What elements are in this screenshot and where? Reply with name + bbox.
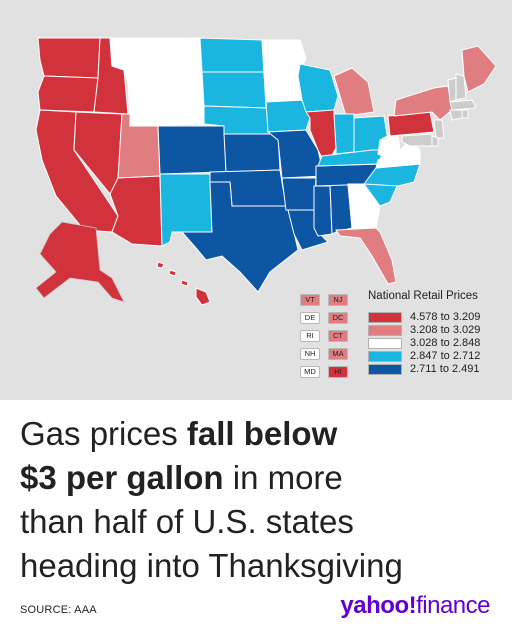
state-CT: [449, 109, 463, 121]
headline-part1: Gas prices: [20, 415, 187, 452]
small-state-box-nh: NH: [300, 348, 320, 360]
state-IN: [333, 113, 355, 155]
state-ND: [199, 37, 265, 73]
legend-item: 2.711 to 2.491: [366, 363, 506, 376]
state-AR: [281, 177, 317, 211]
state-AK: [35, 221, 125, 303]
state-NJ: [433, 119, 445, 139]
small-state-box-ct: CT: [328, 330, 348, 342]
legend-swatch: [368, 364, 402, 375]
state-MD: [401, 133, 433, 147]
small-state-box-ri: RI: [300, 330, 320, 342]
state-AZ: [109, 175, 163, 247]
state-TX: [180, 181, 299, 293]
state-OR: [37, 75, 99, 113]
state-NH: [455, 73, 467, 101]
legend-item: 4.578 to 3.209: [366, 311, 506, 324]
state-DE: [431, 135, 439, 147]
yahoo-finance-logo: yahoo!finance: [340, 592, 490, 619]
legend-label: 2.847 to 2.712: [410, 350, 481, 362]
state-HI: [156, 261, 211, 306]
state-MA: [449, 99, 477, 111]
legend-swatch: [368, 351, 402, 362]
headline-bold2: $3 per gallon: [20, 459, 224, 496]
state-FL: [335, 227, 397, 285]
legend-label: 2.711 to 2.491: [410, 363, 480, 375]
state-NY: [393, 85, 453, 121]
state-SD: [201, 71, 267, 109]
legend-label: 3.208 to 3.029: [410, 324, 481, 336]
us-gas-price-map: [35, 37, 497, 306]
state-WA: [37, 37, 101, 79]
headline-bold1: fall below: [186, 415, 338, 452]
state-WY: [127, 79, 205, 127]
legend-item: 3.208 to 3.029: [366, 324, 506, 337]
headline-part2: in more: [223, 459, 343, 496]
headline-line3: than half of U.S. states: [20, 503, 354, 540]
state-MI: [333, 67, 375, 117]
small-state-box-dc: DC: [328, 312, 348, 324]
small-states-row: MD HI: [298, 366, 362, 380]
state-KS: [223, 133, 281, 173]
state-VA: [375, 139, 421, 169]
small-state-box-md: MD: [300, 366, 320, 378]
legend-label: 4.578 to 3.209: [410, 311, 481, 323]
small-state-box-ma: MA: [328, 348, 348, 360]
legend-item: 3.028 to 2.848: [366, 337, 506, 350]
small-states-row: VT NJ: [298, 294, 362, 308]
state-VT: [447, 77, 457, 103]
state-KY: [317, 149, 385, 167]
state-ME: [461, 45, 497, 93]
small-state-box-hi: HI: [328, 366, 348, 378]
state-IA: [265, 99, 311, 133]
small-state-box-vt: VT: [300, 294, 320, 306]
legend-title: National Retail Prices: [368, 290, 478, 302]
legend-label: 3.028 to 2.848: [410, 337, 481, 349]
state-WI: [297, 63, 339, 113]
state-CO: [157, 125, 227, 175]
small-state-box-de: DE: [300, 312, 320, 324]
small-state-box-nj: NJ: [328, 294, 348, 306]
small-states-row: DE DC: [298, 312, 362, 326]
legend-swatch: [368, 312, 402, 323]
map-panel: VT NJ DE DC RI CT NH MA MD HI National Retail Pri…: [0, 0, 512, 400]
legend-swatch: [368, 338, 402, 349]
state-MS: [313, 185, 333, 237]
small-states-row: RI CT: [298, 330, 362, 344]
headline-line4: heading into Thanksgiving: [20, 547, 403, 584]
legend-item: 2.847 to 2.712: [366, 350, 506, 363]
small-states-row: NH MA: [298, 348, 362, 362]
source-note: SOURCE: AAA: [20, 604, 97, 616]
state-RI: [461, 109, 469, 119]
legend-swatch: [368, 325, 402, 336]
headline: Gas prices fall below $3 per gallon in mo…: [20, 412, 500, 588]
